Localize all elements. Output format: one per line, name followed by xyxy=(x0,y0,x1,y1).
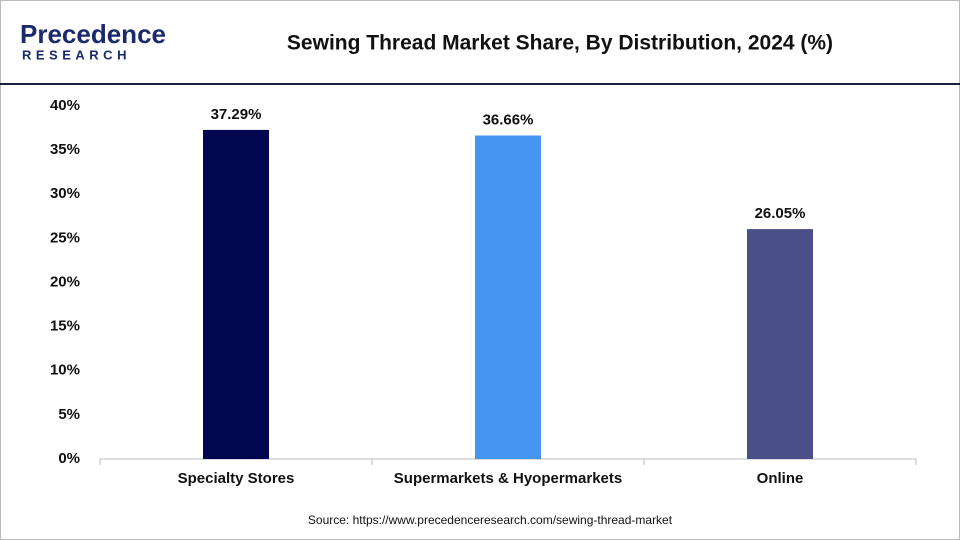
y-tick-label: 40% xyxy=(50,97,80,114)
bar xyxy=(203,129,269,459)
chart-title: Sewing Thread Market Share, By Distribut… xyxy=(287,32,833,55)
x-tick-label: Specialty Stores xyxy=(178,470,295,487)
value-label: 36.66% xyxy=(483,111,534,128)
y-tick-label: 30% xyxy=(50,185,80,202)
source: Source: https://www.precedenceresearch.c… xyxy=(308,513,673,527)
y-tick-label: 10% xyxy=(50,362,80,379)
x-tick-label: Online xyxy=(757,470,804,487)
y-tick-label: 35% xyxy=(50,141,80,158)
value-label: 37.29% xyxy=(211,106,262,123)
logo-tagline: RESEARCH xyxy=(22,47,131,62)
bar xyxy=(475,135,541,459)
y-tick-label: 0% xyxy=(58,450,80,467)
logo-name: Precedence xyxy=(20,19,166,49)
bar xyxy=(747,229,813,459)
y-tick-label: 25% xyxy=(50,229,80,246)
y-tick-label: 15% xyxy=(50,318,80,335)
y-tick-label: 20% xyxy=(50,273,80,290)
y-tick-label: 5% xyxy=(58,406,80,423)
value-label: 26.05% xyxy=(755,205,806,222)
x-tick-label: Supermarkets & Hyopermarkets xyxy=(394,470,622,487)
